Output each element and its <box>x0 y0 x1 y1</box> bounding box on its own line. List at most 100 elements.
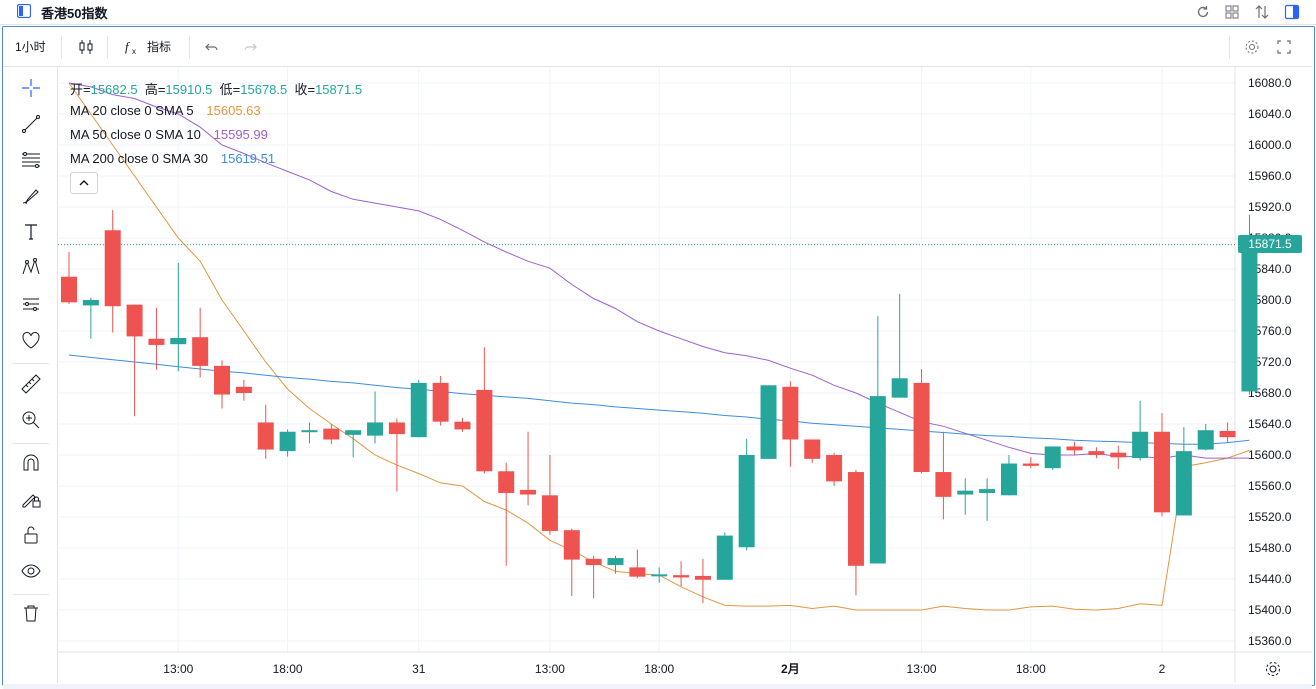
ohlc-legend: 开=15682.5 高=15910.5 低=15678.5 收=15871.5 <box>70 79 362 98</box>
lock-draw-icon[interactable] <box>19 487 43 511</box>
heart-icon[interactable] <box>19 328 43 352</box>
y-tick-label: 15520.0 <box>1248 510 1292 524</box>
candle-body <box>935 472 952 497</box>
candle-body <box>1066 446 1083 451</box>
crosshair-icon[interactable] <box>19 76 43 100</box>
candle-body <box>804 439 821 459</box>
x-tick-label: 13:00 <box>907 662 937 676</box>
trendline-icon[interactable] <box>19 112 43 136</box>
candle-body <box>126 304 143 337</box>
settings-icon[interactable] <box>1243 36 1261 58</box>
open-value: 15682.5 <box>90 82 138 97</box>
candle-body <box>1022 463 1039 466</box>
app-icon <box>17 4 31 18</box>
candle-body <box>716 535 733 580</box>
candle-body <box>148 338 165 345</box>
candle-body <box>170 337 187 345</box>
toolbar-divider <box>13 594 49 595</box>
candle-body <box>498 471 515 493</box>
candle-body <box>61 276 77 303</box>
ma-line <box>68 354 1250 445</box>
low-label: 低= <box>219 82 241 97</box>
open-label: 开= <box>70 82 91 97</box>
y-tick-label: 15960.0 <box>1248 169 1292 183</box>
fib-icon[interactable] <box>19 148 43 172</box>
chevron-up-icon <box>79 180 89 186</box>
low-value: 15678.5 <box>240 82 288 97</box>
candle-body <box>1197 430 1214 450</box>
ma200-legend[interactable]: MA 200 close 0 SMA 30 15619.51 <box>70 151 275 166</box>
candle-body <box>979 489 996 493</box>
redo-icon[interactable] <box>241 36 259 58</box>
y-tick-label: 15360.0 <box>1248 634 1292 648</box>
bottom-strip <box>3 684 1312 689</box>
high-value: 15910.5 <box>165 82 213 97</box>
text-icon[interactable] <box>19 220 43 244</box>
candle-body <box>323 428 340 440</box>
ma20-legend[interactable]: MA 20 close 0 SMA 5 15605.63 <box>70 103 261 118</box>
ma50-value: 15595.99 <box>213 127 268 142</box>
toolbar-divider <box>189 36 190 58</box>
gear-teeth <box>1266 662 1280 676</box>
candle-body <box>1241 244 1258 392</box>
candle-body <box>345 430 362 435</box>
undo-icon[interactable] <box>203 36 221 58</box>
x-tick-label: 2 <box>1159 662 1166 676</box>
legend-collapse-button[interactable] <box>70 172 98 194</box>
y-tick-label: 15680.0 <box>1248 386 1292 400</box>
candle-body <box>476 389 493 472</box>
candle-body <box>214 365 231 395</box>
lock-icon[interactable] <box>19 523 43 547</box>
x-tick-label: 18:00 <box>273 662 303 676</box>
candle-body <box>520 489 537 495</box>
candle-body <box>82 300 99 306</box>
y-tick-label: 15480.0 <box>1248 541 1292 555</box>
ma50-label: MA 50 close 0 SMA 10 <box>70 127 201 142</box>
candles-icon[interactable] <box>77 36 95 58</box>
ruler-icon[interactable] <box>19 372 43 396</box>
svg-text:x: x <box>132 47 136 56</box>
last-price-tag: 15871.5 <box>1238 235 1302 253</box>
y-tick-label: 15400.0 <box>1248 603 1292 617</box>
y-tick-label: 15760.0 <box>1248 324 1292 338</box>
candle-body <box>694 575 711 580</box>
trash-icon[interactable] <box>19 601 43 625</box>
ma50-legend[interactable]: MA 50 close 0 SMA 10 15595.99 <box>70 127 268 142</box>
toolbar-divider <box>13 363 49 364</box>
interval-selector[interactable]: 1小时 <box>15 40 46 54</box>
brush-icon[interactable] <box>19 184 43 208</box>
candle-body <box>869 396 886 564</box>
refresh-icon[interactable] <box>1194 3 1212 21</box>
candle-body <box>104 230 121 307</box>
zoom-icon[interactable] <box>19 408 43 432</box>
magnet-icon[interactable] <box>19 451 43 475</box>
layout-icon[interactable] <box>1223 3 1241 21</box>
eye-icon[interactable] <box>19 559 43 583</box>
y-tick-label: 16080.0 <box>1248 76 1292 90</box>
candle-body <box>1110 452 1127 458</box>
indicators-button[interactable]: 指标 <box>147 40 172 54</box>
y-tick-label: 15440.0 <box>1248 572 1292 586</box>
ma20-value: 15605.63 <box>206 103 261 118</box>
candle-body <box>388 422 405 435</box>
projection-icon[interactable] <box>19 292 43 316</box>
candle-body <box>738 455 755 548</box>
sort-icon[interactable] <box>1253 3 1271 21</box>
window-titlebar: 香港50指数 <box>0 0 1316 25</box>
toolbar-divider <box>61 36 62 58</box>
ma200-label: MA 200 close 0 SMA 30 <box>70 151 209 166</box>
candle-body <box>1088 451 1105 455</box>
candle-body <box>585 558 602 566</box>
sidebar-icon[interactable] <box>1283 3 1301 21</box>
candle-body <box>301 430 318 433</box>
candle-body <box>913 382 930 473</box>
ma20-label: MA 20 close 0 SMA 5 <box>70 103 194 118</box>
x-tick-label: 31 <box>412 662 426 676</box>
toolbar-divider <box>107 36 108 58</box>
candle-body <box>432 382 449 422</box>
candle-body <box>1154 431 1170 513</box>
fullscreen-icon[interactable] <box>1275 36 1293 58</box>
y-tick-label: 15800.0 <box>1248 293 1292 307</box>
pattern-icon[interactable] <box>19 256 43 280</box>
